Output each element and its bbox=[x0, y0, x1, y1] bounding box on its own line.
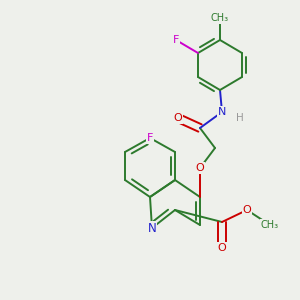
Text: CH₃: CH₃ bbox=[261, 220, 279, 230]
Text: O: O bbox=[174, 113, 182, 123]
Text: F: F bbox=[147, 133, 153, 143]
Text: O: O bbox=[243, 205, 251, 215]
Text: CH₃: CH₃ bbox=[211, 13, 229, 23]
Text: F: F bbox=[173, 35, 179, 45]
Text: O: O bbox=[218, 243, 226, 253]
Text: N: N bbox=[148, 221, 156, 235]
Text: H: H bbox=[236, 113, 244, 123]
Text: O: O bbox=[196, 163, 204, 173]
Text: N: N bbox=[218, 107, 226, 117]
